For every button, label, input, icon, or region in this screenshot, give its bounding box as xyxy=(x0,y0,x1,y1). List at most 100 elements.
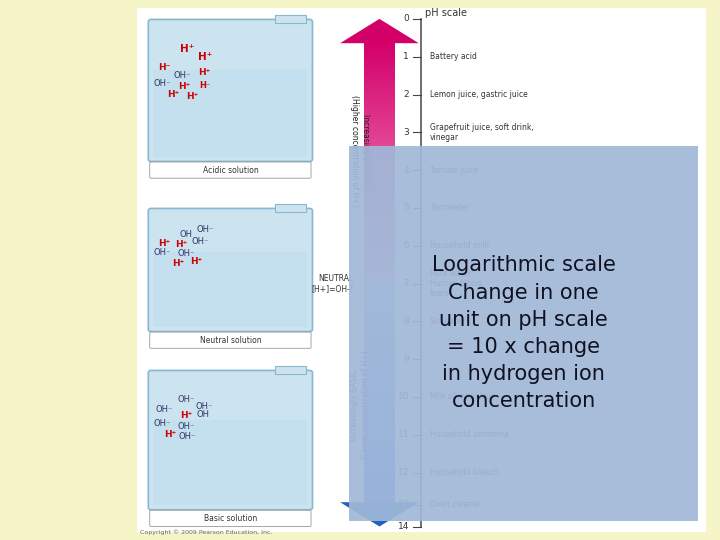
Bar xyxy=(364,356,395,361)
Bar xyxy=(364,331,395,335)
Bar xyxy=(364,136,395,140)
Bar xyxy=(364,127,395,132)
Bar xyxy=(364,382,395,386)
FancyBboxPatch shape xyxy=(150,162,311,178)
Bar xyxy=(364,294,395,299)
Bar xyxy=(364,491,395,496)
Bar xyxy=(364,191,395,196)
Bar xyxy=(364,378,395,382)
Bar xyxy=(364,267,395,272)
Bar xyxy=(364,167,395,172)
Bar xyxy=(364,371,395,375)
Text: Grapefruit juice, soft drink,
vinegar: Grapefruit juice, soft drink, vinegar xyxy=(430,123,534,142)
Bar xyxy=(364,123,395,128)
Text: H⁺: H⁺ xyxy=(158,239,171,247)
Bar xyxy=(364,287,395,292)
Bar xyxy=(364,199,395,204)
Bar xyxy=(364,404,395,408)
Bar xyxy=(275,204,307,212)
Text: OH⁻: OH⁻ xyxy=(177,249,194,258)
Text: Basic solution: Basic solution xyxy=(204,515,257,523)
Bar xyxy=(364,187,395,192)
Bar xyxy=(364,195,395,200)
Bar xyxy=(364,280,395,284)
Bar xyxy=(364,451,395,455)
Bar xyxy=(364,207,395,212)
Bar xyxy=(364,43,395,48)
Bar xyxy=(364,396,395,401)
Bar xyxy=(364,224,395,228)
Text: H⁺: H⁺ xyxy=(197,69,210,77)
Bar xyxy=(364,179,395,184)
Bar xyxy=(364,433,395,437)
Bar xyxy=(364,488,395,492)
Bar xyxy=(364,75,395,80)
Text: NEUTRAL
[H+]=OH-]: NEUTRAL [H+]=OH-] xyxy=(312,274,354,293)
Bar xyxy=(364,469,395,474)
Text: Acidic solution: Acidic solution xyxy=(202,166,258,175)
Bar xyxy=(364,68,395,72)
Text: 5: 5 xyxy=(403,204,409,212)
Text: OH: OH xyxy=(179,231,192,239)
Bar xyxy=(364,346,395,350)
Text: Household milk: Household milk xyxy=(430,241,489,250)
Bar xyxy=(364,215,395,220)
Polygon shape xyxy=(340,19,419,43)
Bar xyxy=(364,335,395,339)
FancyBboxPatch shape xyxy=(150,510,311,526)
Bar xyxy=(364,47,395,52)
Bar xyxy=(153,70,307,157)
Text: 8: 8 xyxy=(403,317,409,326)
Text: H⁺: H⁺ xyxy=(172,259,185,268)
Text: OH: OH xyxy=(197,410,210,419)
Text: Copyright © 2009 Pearson Education, Inc.: Copyright © 2009 Pearson Education, Inc. xyxy=(140,529,273,535)
Text: 0: 0 xyxy=(403,15,409,23)
Bar xyxy=(364,63,395,68)
Text: H⁻: H⁻ xyxy=(158,63,171,72)
Bar xyxy=(364,272,395,276)
Bar xyxy=(364,342,395,346)
Bar xyxy=(364,83,395,88)
Bar xyxy=(364,227,395,232)
Bar xyxy=(275,366,307,374)
Bar xyxy=(364,291,395,295)
Bar xyxy=(364,111,395,116)
Text: 10: 10 xyxy=(397,393,409,401)
Bar xyxy=(364,99,395,104)
Text: OH⁻: OH⁻ xyxy=(192,238,209,246)
Bar xyxy=(364,147,395,152)
Text: 1: 1 xyxy=(403,52,409,61)
Bar xyxy=(364,364,395,368)
Bar xyxy=(364,116,395,120)
Bar xyxy=(364,462,395,467)
Polygon shape xyxy=(340,502,419,526)
Bar xyxy=(364,298,395,302)
Bar xyxy=(275,15,307,23)
Bar xyxy=(137,8,706,532)
Bar xyxy=(364,477,395,481)
Bar xyxy=(364,235,395,240)
Bar xyxy=(364,349,395,353)
FancyBboxPatch shape xyxy=(148,370,312,510)
Text: Increasingly ACIDIC
(Higher concentration of H+): Increasingly ACIDIC (Higher concentratio… xyxy=(351,96,369,207)
Text: Logarithmic scale
Change in one
unit on pH scale
= 10 x change
in hydrogen ion
c: Logarithmic scale Change in one unit on … xyxy=(432,255,616,411)
Text: 2: 2 xyxy=(403,90,409,99)
Bar xyxy=(364,455,395,459)
Text: OH⁻: OH⁻ xyxy=(197,225,214,234)
Bar xyxy=(364,107,395,112)
Text: 12: 12 xyxy=(397,468,409,477)
Bar xyxy=(364,244,395,248)
Text: Rainwater: Rainwater xyxy=(430,204,469,212)
Text: OH⁻: OH⁻ xyxy=(177,422,194,431)
Bar xyxy=(364,139,395,144)
Text: OH⁻: OH⁻ xyxy=(153,79,171,88)
Text: H⁺: H⁺ xyxy=(180,44,194,53)
Text: Oven cleaner: Oven cleaner xyxy=(430,501,480,509)
Text: Neutral solution: Neutral solution xyxy=(199,336,261,345)
Text: Lemon juice, gastric juice: Lemon juice, gastric juice xyxy=(430,90,528,99)
Text: Battery acid: Battery acid xyxy=(430,52,477,61)
FancyBboxPatch shape xyxy=(150,332,311,348)
Text: Tomato juice: Tomato juice xyxy=(430,166,478,174)
Bar xyxy=(364,444,395,448)
Bar xyxy=(364,327,395,332)
